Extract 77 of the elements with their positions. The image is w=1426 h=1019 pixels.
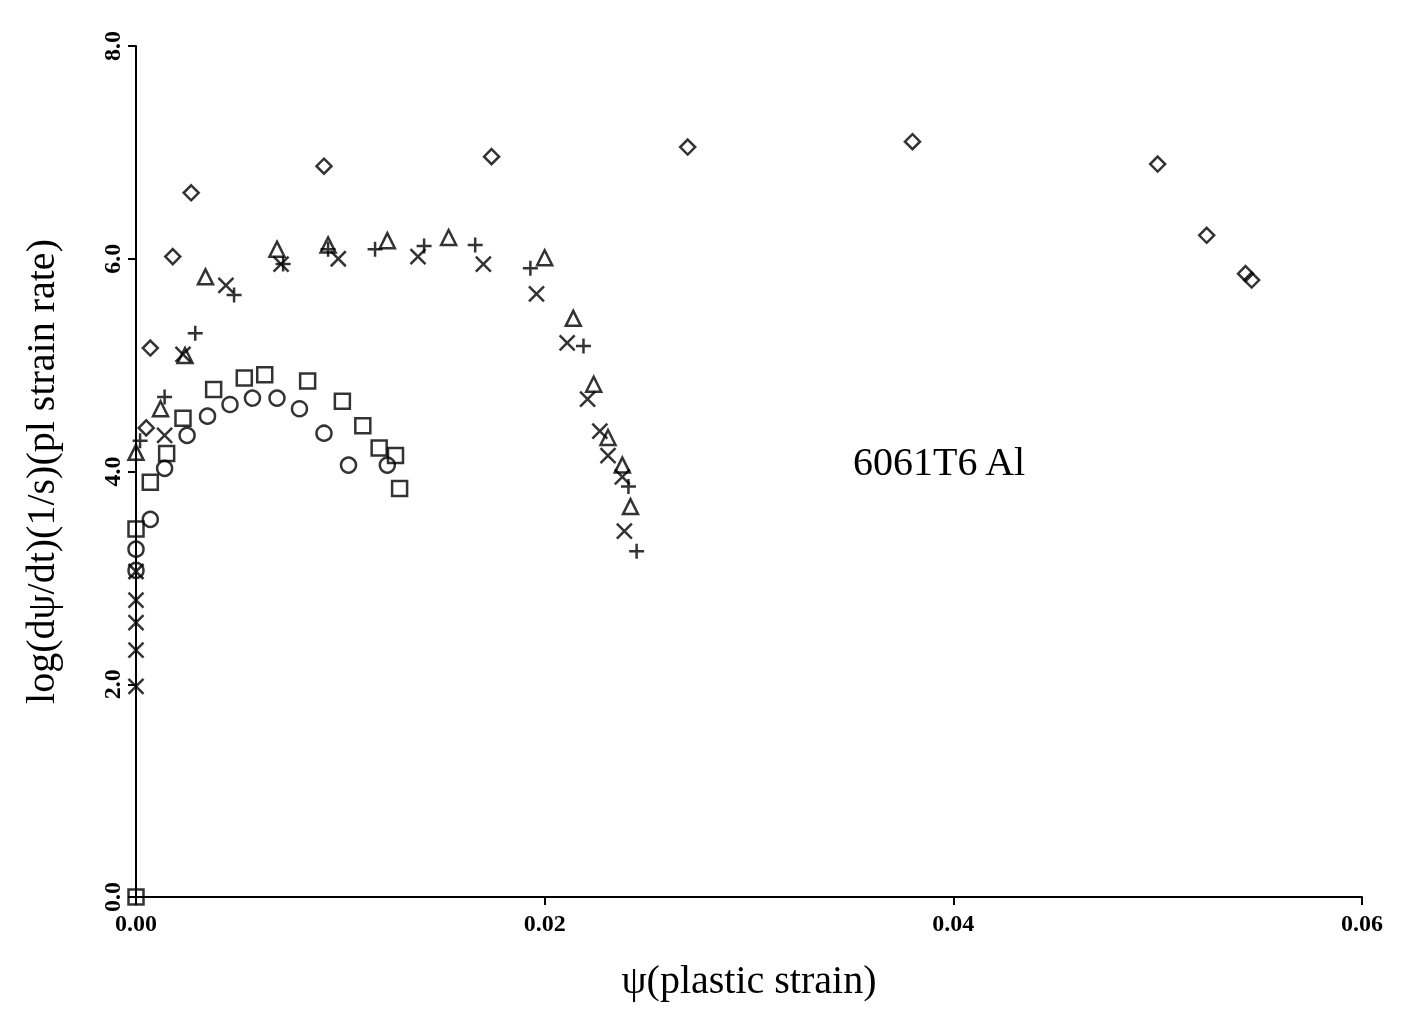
point <box>204 380 223 399</box>
point <box>196 268 215 286</box>
point <box>1236 264 1255 283</box>
y-axis-title: log(dψ/dt)(1/s)(pl strain rate) <box>17 239 63 704</box>
point <box>378 231 397 250</box>
point <box>1197 226 1216 245</box>
point <box>174 409 192 428</box>
point <box>613 468 632 486</box>
point <box>599 446 617 465</box>
point <box>615 522 634 540</box>
point <box>370 439 388 457</box>
point <box>613 456 632 474</box>
point <box>591 422 609 440</box>
point <box>127 888 145 906</box>
y-tick-label: 4.0 <box>99 456 125 487</box>
point <box>151 399 170 418</box>
point <box>678 138 697 156</box>
point <box>127 591 145 609</box>
point <box>127 613 145 632</box>
x-tick-label: 0.06 <box>1341 910 1383 936</box>
point <box>333 392 352 411</box>
point <box>127 641 145 659</box>
point <box>127 443 145 462</box>
point <box>584 375 603 394</box>
point <box>378 456 397 474</box>
point <box>535 248 554 267</box>
point <box>155 426 174 445</box>
point <box>268 240 286 258</box>
x-tick-label: 0.04 <box>932 910 975 936</box>
point <box>157 444 176 463</box>
point <box>621 497 640 516</box>
point <box>558 334 576 352</box>
point <box>127 540 145 558</box>
point <box>235 369 254 387</box>
point <box>1148 155 1167 173</box>
point <box>409 247 427 266</box>
point <box>198 407 217 425</box>
point <box>319 236 337 254</box>
point <box>255 365 274 384</box>
point <box>141 510 160 529</box>
point <box>386 446 405 465</box>
point <box>268 389 286 407</box>
point <box>329 250 348 268</box>
point <box>141 339 160 357</box>
point <box>298 372 317 390</box>
point <box>599 428 617 447</box>
point <box>182 184 200 202</box>
y-tick-label: 2.0 <box>99 669 125 700</box>
point <box>221 395 239 414</box>
point <box>164 247 182 266</box>
point <box>178 426 196 445</box>
point <box>564 309 583 328</box>
point <box>339 456 358 474</box>
point <box>155 459 174 478</box>
point <box>243 389 262 407</box>
point <box>527 285 546 303</box>
x-tick-label: 0.00 <box>115 910 157 936</box>
annotation: 6061T6 Al <box>853 438 1026 484</box>
x-tick-label: 0.02 <box>523 910 566 936</box>
point <box>137 419 155 437</box>
y-tick-label: 6.0 <box>99 243 125 274</box>
point <box>290 399 309 418</box>
y-tick-label: 8.0 <box>99 31 125 61</box>
point <box>390 479 409 498</box>
point <box>354 417 372 435</box>
point <box>141 473 160 491</box>
point <box>578 390 597 408</box>
point <box>315 157 333 175</box>
point <box>217 276 235 295</box>
point <box>482 147 501 166</box>
x-axis-title: ψ(plastic strain) <box>621 956 877 1002</box>
point <box>315 424 333 442</box>
y-tick-label: 0.0 <box>99 882 125 912</box>
point <box>439 228 458 247</box>
point <box>127 520 145 538</box>
point <box>903 132 922 151</box>
point <box>1242 271 1261 289</box>
